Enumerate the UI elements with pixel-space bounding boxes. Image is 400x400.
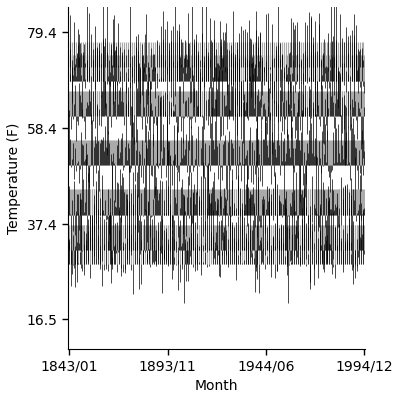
X-axis label: Month: Month: [195, 379, 238, 393]
Y-axis label: Temperature (F): Temperature (F): [7, 122, 21, 234]
